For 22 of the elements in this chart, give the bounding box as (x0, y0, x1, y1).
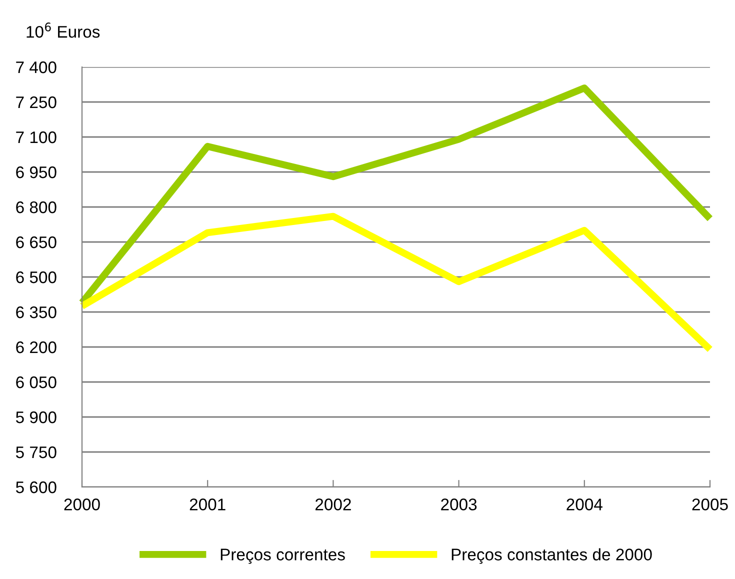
x-tick-label: 2001 (190, 498, 226, 510)
legend-label: Preços correntes (220, 548, 345, 564)
y-tick-label: 6 800 (16, 201, 56, 214)
y-tick-label: 6 350 (16, 306, 56, 318)
y-tick-label: 7 400 (16, 61, 56, 74)
x-tick-label: 2002 (316, 498, 351, 510)
x-tick-label: 2004 (566, 498, 602, 510)
x-tick-label: 2003 (441, 498, 477, 510)
legend-label: Preços constantes de 2000 (452, 548, 652, 564)
y-tick-label: 6 500 (16, 271, 56, 284)
y-tick-label: 6 050 (16, 376, 56, 388)
x-tick-label: 2005 (692, 498, 728, 510)
y-tick-label: 6 650 (16, 236, 56, 248)
y-tick-label: 6 200 (16, 341, 56, 354)
y-tick-label: 5 600 (16, 481, 56, 494)
y-tick-label: 7 250 (16, 96, 56, 108)
x-tick-label: 2000 (64, 498, 100, 510)
y-tick-label: 5 750 (16, 446, 56, 458)
y-tick-label: 7 100 (16, 131, 56, 144)
y-tick-label: 6 950 (16, 166, 56, 178)
y-tick-label: 5 900 (16, 411, 56, 424)
y-axis-title: 10$^{6}$ Euros (26, 22, 100, 38)
